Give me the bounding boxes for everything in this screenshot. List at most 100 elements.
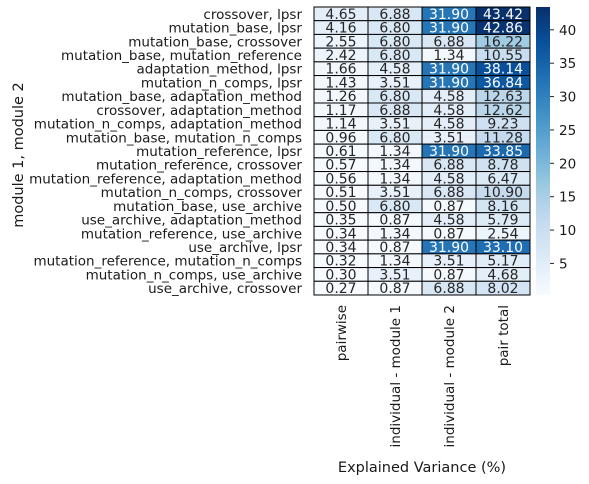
cell-value-label: 0.34 [325,240,356,256]
cell-value-label: 3.51 [433,130,464,146]
column-label-individual-module-1: individual - module 1 [388,305,404,447]
x-axis-label: Explained Variance (%) [338,460,506,476]
cell-value-label: 6.80 [379,130,410,146]
cell-value-label: 0.87 [433,199,464,215]
cell-value-label: 6.88 [379,7,410,23]
cell-value-label: 4.58 [379,62,410,78]
column-label-individual-module-2: individual - module 2 [442,305,458,447]
cell-value-label: 2.54 [487,226,518,242]
cell-value-label: 6.88 [379,103,410,119]
cell-value-label: 3.51 [379,267,410,283]
cell-value-label: 4.58 [433,117,464,133]
cell-value-label: 0.61 [325,144,356,160]
cell-value-label: 1.34 [379,254,410,270]
colorbar-tick-label: 25 [559,123,576,139]
cell-value-label: 4.16 [325,21,356,37]
cell-value-label: 6.80 [379,199,410,215]
row-label-mutation-n-comps-use-archive: mutation_n_comps, use_archive [86,267,302,283]
cell-value-label: 6.88 [433,34,464,50]
row-label-adaptation-method-lpsr: adaptation_method, lpsr [137,62,303,78]
row-label-mutation-base-adaptation-method: mutation_base, adaptation_method [61,89,302,105]
cell-value-label: 1.34 [379,144,410,160]
cell-value-label: 2.42 [325,48,356,64]
heatmap-cell [475,280,531,296]
cell-value-label: 6.80 [379,48,410,64]
colorbar-tick-label: 15 [559,190,576,206]
cell-value-label: 4.65 [325,7,356,23]
row-label-crossover-adaptation-method: crossover, adaptation_method [96,103,302,119]
cell-value-label: 6.88 [433,185,464,201]
cell-value-label: 8.78 [487,158,518,174]
cell-value-label: 31.90 [429,75,469,91]
cell-value-label: 6.80 [379,34,410,50]
cell-value-label: 4.58 [433,213,464,229]
row-label-use-archive-lpsr: use_archive, lpsr [188,240,302,256]
cell-value-label: 3.51 [379,75,410,91]
cell-value-label: 0.35 [325,213,356,229]
cell-value-label: 43.42 [483,7,523,23]
cell-value-label: 1.43 [325,75,356,91]
cell-value-label: 38.14 [483,62,523,78]
cell-value-label: 3.51 [433,254,464,270]
cell-value-label: 0.87 [379,213,410,229]
cell-value-label: 11.28 [483,130,523,146]
cell-value-label: 42.86 [483,21,523,37]
heatmap-cells: 4.65 6.88 31.90 43.424.16 6.80 31.90 42.862.55… [313,6,531,297]
cell-value-label: 12.62 [483,103,523,119]
cell-value-label: 9.23 [487,117,518,133]
cell-value-label: 31.90 [429,21,469,37]
row-label-mutation-n-comps-adaptation-method: mutation_n_comps, adaptation_method [34,117,302,133]
column-label-pairwise: pairwise [334,305,350,361]
cell-value-label: 0.34 [325,226,356,242]
row-label-mutation-base-crossover: mutation_base, crossover [128,34,302,50]
cell-value-label: 4.68 [487,267,518,283]
cell-value-label: 16.22 [483,34,523,50]
colorbar-tick-label: 20 [559,156,576,172]
cell-value-label: 31.90 [429,240,469,256]
cell-value-label: 0.27 [325,281,356,297]
cell-value-label: 0.87 [379,240,410,256]
colorbar: 5 10 15 20 25 30 35 40 [536,7,576,295]
colorbar-tick-label: 40 [559,23,576,39]
cell-value-label: 10.55 [483,48,523,64]
row-label-use-archive-adaptation-method: use_archive, adaptation_method [81,213,302,229]
cell-value-label: 36.84 [483,75,523,91]
cell-value-label: 1.34 [379,158,410,174]
row-label-mutation-base-use-archive: mutation_base, use_archive [113,199,302,215]
cell-value-label: 1.66 [325,62,356,78]
cell-value-label: 1.14 [325,117,356,133]
colorbar-ticks: 5 10 15 20 25 30 35 40 [550,23,576,272]
row-label-mutation-reference-use-archive: mutation_reference, use_archive [81,226,302,242]
row-label-mutation-base-mutation-n-comps: mutation_base, mutation_n_comps [66,130,302,146]
cell-value-label: 0.50 [325,199,356,215]
cell-value-label: 8.02 [487,281,518,297]
colorbar-tick-label: 10 [559,223,576,239]
cell-value-label: 4.58 [433,171,464,187]
cell-value-label: 0.87 [379,281,410,297]
cell-value-label: 0.57 [325,158,356,174]
cell-value-label: 5.17 [487,254,518,270]
cell-value-label: 8.16 [487,199,518,215]
cell-value-label: 3.51 [379,117,410,133]
cell-value-label: 1.34 [433,48,464,64]
row-label-mutation-reference-crossover: mutation_reference, crossover [96,158,302,174]
cell-value-label: 1.26 [325,89,356,105]
cell-value-label: 0.30 [325,267,356,283]
cell-value-label: 31.90 [429,7,469,23]
column-label-pair-total: pair total [496,305,512,366]
cell-value-label: 6.88 [433,158,464,174]
row-label-mutation-reference-adaptation-method: mutation_reference, adaptation_method [29,171,302,187]
colorbar-tick-label: 5 [559,256,568,272]
cell-value-label: 2.55 [325,34,356,50]
cell-value-label: 0.87 [433,267,464,283]
row-label-crossover-lpsr: crossover, lpsr [203,7,302,23]
cell-value-label: 0.56 [325,171,356,187]
cell-value-label: 10.90 [483,185,523,201]
cell-value-label: 31.90 [429,144,469,160]
colorbar-tick-label: 30 [559,90,576,106]
cell-value-label: 4.58 [433,103,464,119]
cell-value-label: 12.63 [483,89,523,105]
cell-value-label: 3.51 [379,185,410,201]
